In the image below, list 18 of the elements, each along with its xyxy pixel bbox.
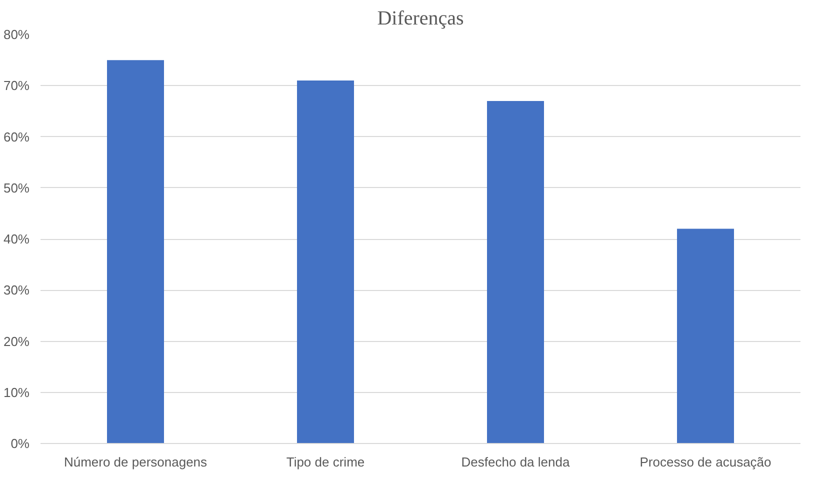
bar [297,80,354,444]
y-tick-label: 70% [3,78,30,94]
y-tick-label: 0% [10,436,30,451]
y-tick-label: 40% [3,232,30,246]
y-tick-label: 60% [3,129,30,144]
y-tick-label: 80% [3,27,30,42]
x-tick-label: Processo de acusação [640,454,772,470]
bar [107,60,164,444]
bar [677,228,734,444]
y-tick-label: 10% [3,384,30,400]
x-tick-label: Desfecho da lenda [461,454,570,470]
y-tick-label: 50% [3,180,30,196]
chart-title: Diferenças [377,8,464,30]
bar [487,100,544,444]
x-tick-label: Tipo de crime [286,454,365,470]
y-tick-label: 20% [3,334,30,349]
y-tick-label: 30% [3,282,30,298]
x-tick-label: Número de personagens [64,454,208,470]
